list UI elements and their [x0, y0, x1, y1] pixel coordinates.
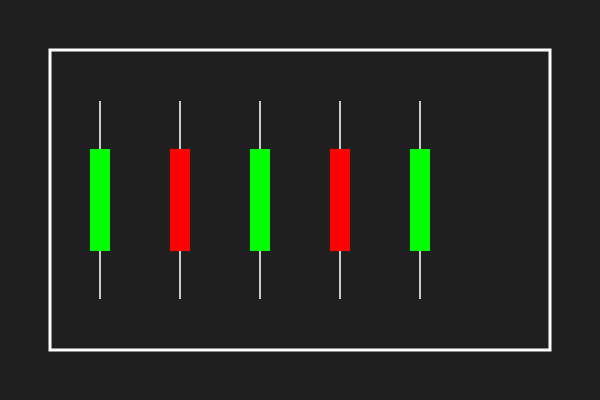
candles-group: [90, 101, 430, 299]
candle-body: [170, 149, 190, 251]
plot-frame: [48, 48, 552, 352]
candle-body: [410, 149, 430, 251]
candle-4: [330, 101, 350, 299]
candle-5: [410, 101, 430, 299]
candle-body: [330, 149, 350, 251]
candle-2: [170, 101, 190, 299]
candle-body: [90, 149, 110, 251]
candle-1: [90, 101, 110, 299]
candle-3: [250, 101, 270, 299]
candle-body: [250, 149, 270, 251]
